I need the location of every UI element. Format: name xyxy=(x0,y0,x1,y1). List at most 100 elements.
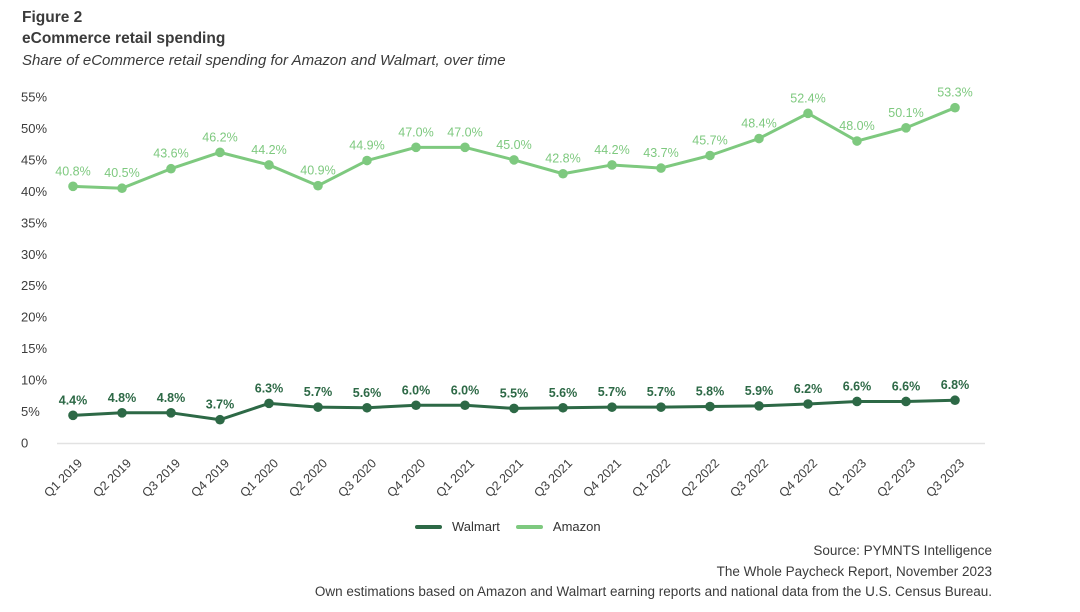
x-axis-label: Q4 2020 xyxy=(384,456,428,500)
x-axis-label: Q1 2022 xyxy=(629,456,673,500)
x-axis-label: Q4 2021 xyxy=(580,456,624,500)
y-axis-tick-label: 5% xyxy=(21,404,40,419)
amazon-data-label: 45.7% xyxy=(692,134,727,148)
amazon-data-label: 40.5% xyxy=(104,166,139,180)
walmart-point xyxy=(215,414,225,425)
x-axis-label: Q2 2023 xyxy=(874,456,918,500)
walmart-data-label: 3.7% xyxy=(206,398,235,412)
amazon-point xyxy=(901,123,911,133)
y-axis-tick-label: 35% xyxy=(21,215,47,230)
walmart-data-label: 4.8% xyxy=(157,391,186,405)
x-axis-label: Q4 2022 xyxy=(776,456,820,500)
chart-title: eCommerce retail spending xyxy=(22,30,226,47)
amazon-point xyxy=(313,180,323,191)
amazon-data-label: 50.1% xyxy=(888,106,923,120)
amazon-point xyxy=(754,133,764,144)
x-axis-label: Q3 2021 xyxy=(531,456,575,500)
walmart-data-label: 6.6% xyxy=(843,379,872,393)
x-axis-label: Q1 2019 xyxy=(41,456,85,500)
walmart-data-label: 5.9% xyxy=(745,384,774,398)
amazon-point xyxy=(950,102,960,113)
walmart-point xyxy=(705,401,715,412)
walmart-point xyxy=(754,401,764,411)
amazon-point xyxy=(215,147,225,158)
source-line-2: The Whole Paycheck Report, November 2023 xyxy=(716,563,992,579)
chart-header: Figure 2 eCommerce retail spending Share… xyxy=(22,7,506,72)
amazon-point xyxy=(509,155,519,165)
walmart-data-label: 5.5% xyxy=(500,386,529,400)
x-axis-label: Q3 2022 xyxy=(727,456,771,500)
y-axis-tick-label: 15% xyxy=(21,341,47,356)
chart-legend: Walmart Amazon xyxy=(415,519,601,534)
walmart-line-swatch xyxy=(415,524,442,529)
amazon-point xyxy=(705,150,715,161)
amazon-point xyxy=(68,181,78,192)
walmart-point xyxy=(313,402,323,412)
amazon-data-label: 48.0% xyxy=(839,119,874,133)
legend-label-amazon: Amazon xyxy=(552,519,601,534)
walmart-data-label: 4.8% xyxy=(108,391,137,405)
line-chart: 0 5% 10% 15% 20% 25% 30% 35% 40% 45% 50% 55% Q1 2019… xyxy=(21,86,985,500)
amazon-data-label: 40.8% xyxy=(55,164,90,178)
y-axis-tick-label: 25% xyxy=(21,278,47,293)
amazon-point xyxy=(803,108,813,119)
walmart-point xyxy=(950,395,960,406)
amazon-data-label: 53.3% xyxy=(937,86,972,100)
amazon-line-swatch xyxy=(515,524,543,529)
walmart-data-label: 6.2% xyxy=(794,382,823,396)
walmart-point xyxy=(460,400,470,411)
x-axis-label: Q1 2020 xyxy=(237,456,281,500)
walmart-point xyxy=(852,396,862,407)
legend-label-walmart: Walmart xyxy=(452,519,500,534)
y-axis-tick-label: 55% xyxy=(21,90,47,105)
walmart-point xyxy=(558,402,568,413)
amazon-data-label: 43.7% xyxy=(643,146,678,160)
walmart-data-label: 6.8% xyxy=(941,378,970,392)
walmart-point xyxy=(656,402,666,412)
amazon-data-label: 45.0% xyxy=(496,138,531,152)
x-axis-label: Q2 2022 xyxy=(678,456,722,500)
x-axis-label: Q2 2021 xyxy=(482,456,526,500)
walmart-data-label: 6.3% xyxy=(255,381,284,395)
x-axis-label: Q4 2019 xyxy=(188,456,232,500)
walmart-point xyxy=(607,402,617,412)
amazon-point xyxy=(362,155,372,166)
amazon-point xyxy=(852,136,862,146)
amazon-data-label: 40.9% xyxy=(300,164,335,178)
walmart-data-label: 5.7% xyxy=(598,385,627,399)
x-axis-label: Q1 2021 xyxy=(433,456,477,500)
x-axis-label: Q2 2020 xyxy=(286,456,330,500)
walmart-point xyxy=(117,408,127,418)
amazon-point xyxy=(656,163,666,173)
amazon-point xyxy=(117,183,127,194)
y-axis-tick-label: 40% xyxy=(21,184,47,199)
walmart-point xyxy=(411,400,421,411)
x-axis-label: Q3 2019 xyxy=(139,456,183,500)
amazon-point xyxy=(460,142,470,153)
figure-label: Figure 2 xyxy=(22,9,83,26)
chart-subtitle: Share of eCommerce retail spending for A… xyxy=(22,52,506,69)
amazon-point xyxy=(264,160,274,170)
walmart-data-label: 6.0% xyxy=(402,383,431,397)
y-axis-tick-label: 20% xyxy=(21,310,47,325)
walmart-point xyxy=(509,403,519,414)
walmart-data-label: 5.7% xyxy=(304,385,333,399)
amazon-point xyxy=(411,142,421,153)
amazon-data-label: 52.4% xyxy=(790,91,825,105)
walmart-point xyxy=(264,398,274,409)
walmart-data-label: 6.0% xyxy=(451,383,480,397)
walmart-data-label: 5.6% xyxy=(353,386,382,400)
amazon-point xyxy=(166,163,176,174)
legend-item-amazon: Amazon xyxy=(515,519,601,534)
walmart-data-label: 5.6% xyxy=(549,386,578,400)
amazon-data-label: 44.2% xyxy=(594,143,629,157)
x-axis-label: Q2 2019 xyxy=(90,456,134,500)
walmart-point xyxy=(803,399,813,409)
y-axis-tick-label: 30% xyxy=(21,247,47,262)
walmart-point xyxy=(166,408,176,418)
y-axis-tick-label: 50% xyxy=(21,121,47,136)
amazon-data-label: 43.6% xyxy=(153,147,188,161)
y-axis-tick-label: 0 xyxy=(21,436,28,451)
source-attribution: Source: PYMNTS Intelligence The Whole Pa… xyxy=(192,541,992,603)
